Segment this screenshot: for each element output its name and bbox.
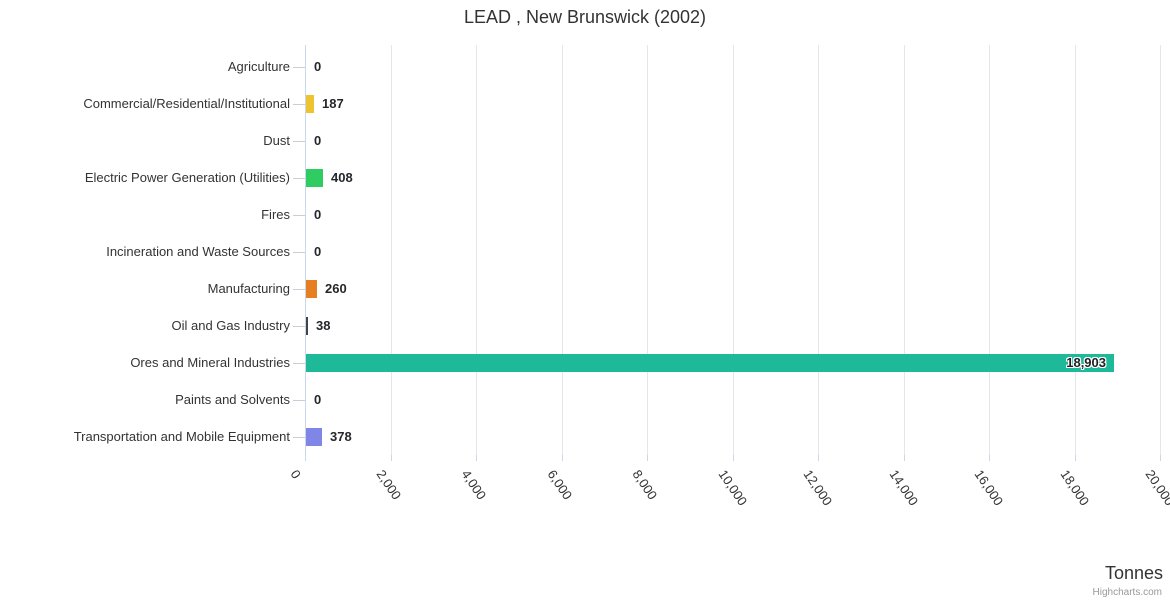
x-axis-label: 10,000: [715, 467, 750, 509]
value-label: 260: [325, 280, 347, 296]
value-label: 378: [330, 428, 352, 444]
x-axis-tick: [476, 455, 477, 461]
category-label: Fires: [261, 206, 290, 222]
x-axis-label: 4,000: [458, 467, 490, 503]
category-label: Transportation and Mobile Equipment: [73, 428, 290, 444]
x-axis-label: 14,000: [886, 467, 921, 509]
value-label: 408: [331, 169, 353, 185]
category-label: Ores and Mineral Industries: [130, 354, 290, 370]
bar[interactable]: [306, 94, 314, 113]
category-label: Electric Power Generation (Utilities): [84, 169, 290, 185]
x-axis-label: 6,000: [544, 467, 575, 503]
value-label: 0: [314, 132, 322, 148]
category-label: Commercial/Residential/Institutional: [83, 95, 290, 111]
bar[interactable]: [306, 168, 323, 187]
bar[interactable]: [306, 279, 317, 298]
gridline: [476, 45, 477, 455]
x-axis-tick: [903, 455, 905, 461]
chart-title: LEAD , New Brunswick (2002): [463, 7, 707, 27]
category-label: Agriculture: [227, 58, 290, 74]
category-tick: [293, 436, 305, 438]
gridline: [390, 45, 392, 455]
value-label: 0: [314, 391, 322, 407]
category-tick: [293, 214, 305, 216]
value-label: 0: [314, 243, 322, 259]
gridline: [561, 45, 563, 455]
x-axis-label: 16,000: [971, 467, 1007, 509]
gridline: [989, 45, 990, 455]
x-axis-tick: [989, 455, 990, 461]
category-axis-line: [305, 45, 306, 455]
gridline: [903, 45, 905, 455]
gridline: [1160, 45, 1161, 455]
category-label: Oil and Gas Industry: [171, 317, 291, 333]
x-axis-label: 20,000: [1142, 467, 1170, 509]
category-tick: [293, 177, 305, 179]
category-tick: [293, 66, 305, 68]
x-axis-title: Tonnes: [1104, 563, 1163, 583]
category-label: Paints and Solvents: [175, 391, 290, 407]
category-tick: [293, 251, 305, 253]
value-label: 0: [314, 206, 322, 222]
gridline: [732, 45, 734, 455]
x-axis-label: 18,000: [1057, 467, 1092, 509]
category-tick: [293, 362, 305, 364]
category-label: Incineration and Waste Sources: [106, 243, 290, 259]
category-tick: [293, 140, 305, 142]
value-label: 187: [322, 95, 344, 111]
bar[interactable]: [306, 427, 322, 446]
value-label: 0: [314, 58, 322, 74]
x-axis-tick: [818, 455, 819, 461]
x-axis-tick: [1074, 455, 1076, 461]
value-label: 38: [316, 317, 331, 333]
x-axis-label: 0: [287, 467, 305, 482]
bar[interactable]: [306, 353, 1114, 372]
value-label: 18,903: [1066, 354, 1106, 370]
category-tick: [293, 288, 305, 290]
bar[interactable]: [306, 316, 308, 335]
x-axis-tick: [305, 455, 306, 461]
x-axis-tick: [732, 455, 734, 461]
category-tick: [293, 103, 305, 105]
category-label: Dust: [263, 132, 290, 148]
x-axis-tick: [1160, 455, 1161, 461]
category-tick: [293, 325, 305, 327]
category-label: Manufacturing: [207, 280, 290, 296]
x-axis-tick: [390, 455, 392, 461]
gridline: [647, 45, 648, 455]
x-axis-label: 2,000: [373, 467, 404, 503]
category-tick: [293, 399, 305, 401]
x-axis-label: 8,000: [629, 467, 661, 503]
x-axis-label: 12,000: [800, 467, 836, 509]
x-axis-tick: [647, 455, 648, 461]
gridline: [1074, 45, 1076, 455]
x-axis-tick: [561, 455, 563, 461]
highcharts-credits-link[interactable]: Highcharts.com: [1092, 587, 1162, 598]
gridline: [818, 45, 819, 455]
